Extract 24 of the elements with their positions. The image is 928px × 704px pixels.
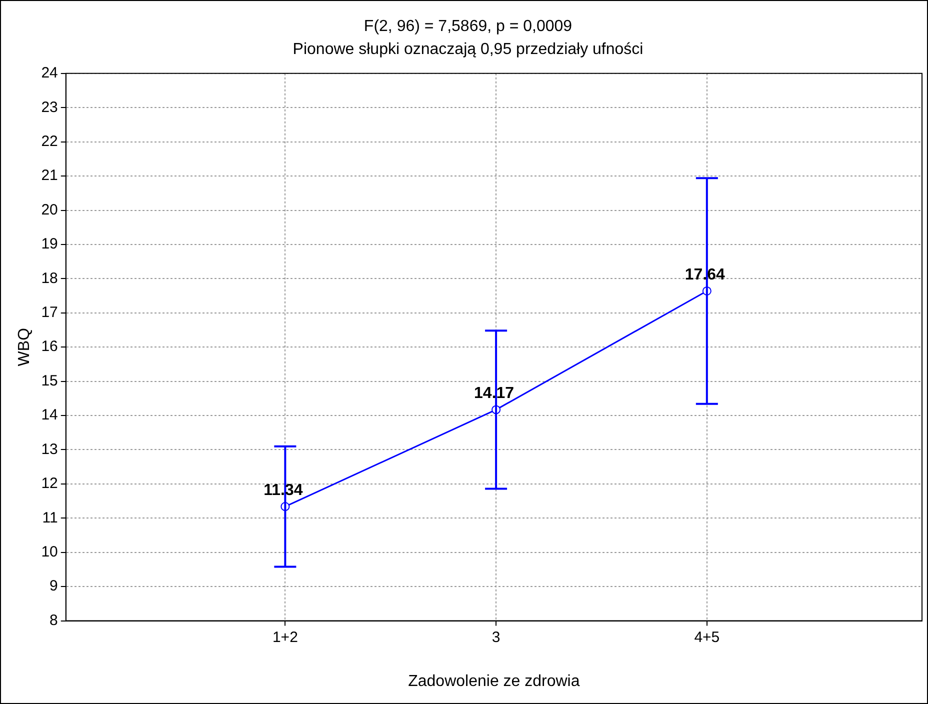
- x-tick-label: 3: [492, 628, 500, 646]
- chart-title: F(2, 96) = 7,5869, p = 0,0009: [364, 18, 572, 36]
- x-tick-label: 4+5: [694, 628, 720, 646]
- y-tick-label: 20: [41, 201, 58, 218]
- y-tick-label: 8: [50, 612, 58, 629]
- y-tick-label: 24: [41, 64, 58, 82]
- x-axis-title: Zadowolenie ze zdrowia: [408, 672, 580, 690]
- y-axis-title: WBQ: [16, 328, 34, 366]
- y-tick-label: 22: [41, 132, 58, 150]
- chart-subtitle: Pionowe słupki oznaczają 0,95 przedziały ufności: [292, 41, 644, 58]
- y-tick-label: 17: [41, 304, 58, 322]
- y-tick-label: 12: [41, 475, 58, 492]
- y-tick-label: 15: [41, 372, 58, 390]
- y-tick-label: 18: [41, 270, 58, 287]
- y-tick-label: 16: [41, 338, 58, 356]
- y-tick-label: 11: [42, 509, 58, 526]
- y-tick-label: 10: [41, 544, 58, 561]
- y-tick-label: 9: [50, 578, 58, 595]
- y-tick-label: 21: [41, 167, 58, 184]
- y-tick-label: 19: [41, 236, 58, 253]
- y-tick-label: 23: [41, 98, 58, 116]
- x-tick-label: 1+2: [272, 628, 298, 646]
- y-tick-label: 14: [41, 406, 58, 424]
- y-tick-label: 13: [41, 440, 58, 458]
